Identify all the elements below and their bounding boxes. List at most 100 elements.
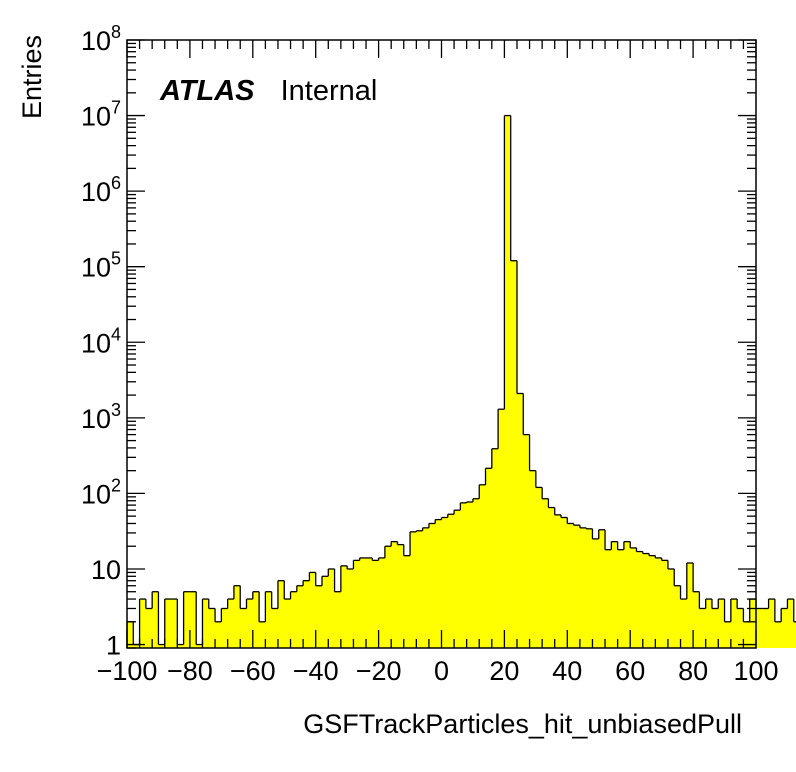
histogram-bar <box>554 514 562 648</box>
histogram-bar <box>774 621 782 648</box>
histogram-bar <box>133 644 140 648</box>
histogram-bar <box>491 448 499 648</box>
histogram-bar <box>743 621 751 648</box>
histogram-bar <box>605 549 612 648</box>
histogram-bar <box>196 644 203 648</box>
histogram-bar <box>177 644 184 648</box>
histogram-bar <box>680 599 688 648</box>
x-tick-label: 40 <box>552 656 582 686</box>
histogram-bar <box>762 608 769 648</box>
histogram-bar <box>535 487 543 648</box>
histogram-bar <box>561 517 568 648</box>
atlas-label: ATLAS Internal <box>159 75 377 107</box>
atlas-bold-text: ATLAS <box>159 75 255 107</box>
histogram-bar <box>378 557 386 648</box>
atlas-normal-text: Internal <box>281 75 378 107</box>
histogram-bar <box>724 621 732 648</box>
x-tick-label: −60 <box>230 656 276 686</box>
histogram-bar <box>579 527 587 648</box>
histogram-bar <box>611 541 618 648</box>
histogram-bar <box>145 608 153 648</box>
x-tick-label: 20 <box>489 656 519 686</box>
y-tick-label: 104 <box>81 324 121 358</box>
y-tick-label: 105 <box>81 249 121 283</box>
histogram-bar <box>623 541 631 648</box>
histogram-bar <box>347 568 354 648</box>
histogram-bar <box>271 608 279 648</box>
y-tick-label: 103 <box>81 400 121 434</box>
histogram-bar <box>284 599 291 648</box>
histogram-bar <box>246 599 254 648</box>
histogram-bar <box>523 434 530 648</box>
x-tick-label: −40 <box>293 656 339 686</box>
x-tick-label: −100 <box>97 656 158 686</box>
y-tick-label: 1 <box>106 631 121 661</box>
histogram-bar <box>391 541 398 648</box>
x-tick-label: 60 <box>615 656 645 686</box>
x-tick-label: 100 <box>733 656 778 686</box>
histogram-bar <box>353 560 361 648</box>
histogram-bar <box>321 576 329 648</box>
histogram-bar <box>265 591 272 648</box>
histogram-bar <box>259 621 266 648</box>
histogram-bar <box>252 591 260 648</box>
histogram-bar <box>359 557 367 648</box>
histogram-bar <box>542 498 549 648</box>
histogram-bar <box>171 599 178 648</box>
histogram-bar <box>573 525 581 648</box>
x-tick-label: 80 <box>678 656 708 686</box>
x-tick-label: −80 <box>167 656 213 686</box>
histogram-bar <box>334 591 342 648</box>
histogram-bar <box>781 608 788 648</box>
histogram-bar <box>460 502 467 648</box>
histogram-bar <box>384 546 392 648</box>
y-tick-label: 108 <box>81 22 121 56</box>
x-tick-label: 0 <box>434 656 449 686</box>
histogram-bar <box>158 644 166 648</box>
histogram-bar <box>277 580 285 648</box>
histogram-bar <box>309 572 316 648</box>
histogram-bar <box>661 560 669 648</box>
y-axis-title: Entries <box>17 35 47 119</box>
x-axis-title: GSFTrackParticles_hit_unbiasedPull <box>303 709 742 739</box>
x-tick-label: −20 <box>356 656 402 686</box>
histogram-bar <box>617 549 625 648</box>
histogram-bar <box>403 555 411 648</box>
histogram-bar <box>233 585 241 648</box>
histogram-bar <box>139 599 147 648</box>
histogram-bar <box>649 555 656 648</box>
y-tick-label: 107 <box>81 98 121 132</box>
axis-ticks <box>126 39 757 649</box>
histogram-bar <box>372 560 379 648</box>
histogram-bar <box>510 260 518 648</box>
histogram-bar <box>422 527 430 648</box>
histogram-bar <box>127 621 134 648</box>
histogram-bar <box>718 599 725 648</box>
histogram-bar <box>397 544 405 648</box>
histogram-bar <box>208 608 216 648</box>
histogram-bar <box>485 468 493 648</box>
histogram-bar <box>674 585 681 648</box>
histogram-bar <box>227 599 235 648</box>
histogram-bar <box>655 557 662 648</box>
histogram-bar <box>428 523 436 648</box>
histogram-bar <box>516 393 524 648</box>
histogram-bar <box>410 531 417 648</box>
histogram-bar <box>183 591 191 648</box>
histogram-bar <box>567 523 574 648</box>
histogram-bar <box>749 599 757 648</box>
histogram-bar <box>498 409 505 648</box>
histogram-bar <box>592 538 600 648</box>
histogram-bar <box>793 621 796 648</box>
histogram-bar <box>366 557 373 648</box>
histogram-bar <box>699 608 706 648</box>
histogram-bar <box>152 591 159 648</box>
histogram-bar <box>693 591 700 648</box>
tick-labels: −100 −80 −60 −40 −20 0 20 40 60 80 100 1 10 102 103 104… <box>81 22 779 686</box>
histogram-bar <box>189 591 197 648</box>
histogram-bar <box>642 553 650 648</box>
histogram-bar <box>290 591 298 648</box>
histogram-bar <box>548 507 556 648</box>
histogram-bar <box>164 599 172 648</box>
histogram-bar <box>340 565 348 648</box>
